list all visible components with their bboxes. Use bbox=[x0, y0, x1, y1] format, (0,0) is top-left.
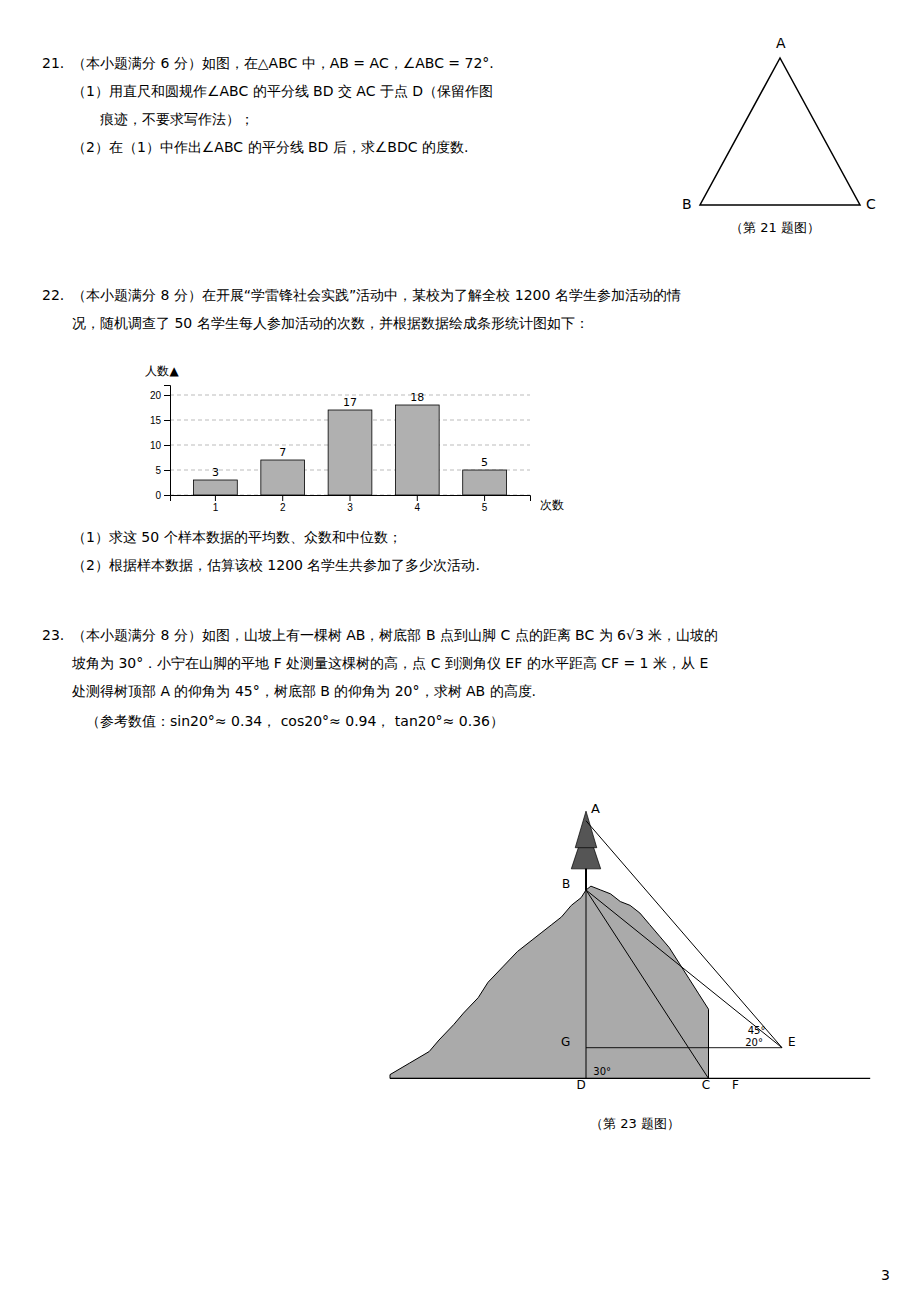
y-tick-mark bbox=[164, 445, 170, 446]
slope-diagram: A B G D C F E 45°20° 30° bbox=[390, 801, 870, 1092]
y-tick: 10 bbox=[150, 440, 170, 451]
x-tick-label: 5 bbox=[482, 502, 488, 513]
diagram-label: C bbox=[702, 1078, 710, 1092]
data-label: 17 bbox=[343, 396, 357, 409]
y-tick: 0 bbox=[155, 490, 170, 501]
page-texts: 21. （本小题满分 6 分）如图，在△ABC 中，AB = AC，∠ABC = … bbox=[42, 35, 890, 1283]
triangle-figure bbox=[700, 58, 860, 205]
diagram-label: 30° bbox=[593, 1066, 611, 1077]
diagram-label: 20° bbox=[745, 1037, 763, 1048]
annotation: （1）用直尺和圆规作∠ABC 的平分线 BD 交 AC 于点 D（保留作图 bbox=[72, 83, 493, 99]
x-axis-title: 次数 bbox=[540, 498, 564, 512]
diagram-label: A bbox=[591, 801, 600, 816]
sight-line bbox=[586, 890, 782, 1048]
sight-line bbox=[586, 821, 782, 1048]
x-tick-mark bbox=[350, 495, 351, 501]
x-tick: 4 bbox=[415, 495, 421, 513]
bar bbox=[194, 480, 238, 495]
bars bbox=[194, 405, 507, 495]
x-tick-mark bbox=[215, 495, 216, 501]
x-tick: 2 bbox=[280, 495, 286, 513]
y-tick-label: 5 bbox=[155, 465, 161, 476]
annotation: （第 23 题图） bbox=[590, 1116, 680, 1131]
annotation: （本小题满分 8 分）如图，山坡上有一棵树 AB，树底部 B 点到山脚 C 点的… bbox=[72, 627, 718, 643]
x-axis: 1 2 3 4 5 bbox=[171, 495, 531, 513]
x-tick: 3 bbox=[347, 495, 353, 513]
grid bbox=[170, 395, 530, 495]
data-label: 3 bbox=[212, 466, 219, 479]
x-tick: 1 bbox=[213, 495, 219, 513]
x-tick-mark bbox=[484, 495, 485, 501]
annotation: （本小题满分 8 分）在开展“学雷锋社会实践”活动中，某校为了解全校 1200 … bbox=[72, 287, 681, 303]
annotation: 痕迹，不要求写作法）； bbox=[100, 111, 254, 127]
x-tick-mark bbox=[282, 495, 283, 501]
bar bbox=[463, 470, 507, 495]
annotation: （本小题满分 6 分）如图，在△ABC 中，AB = AC，∠ABC = 72°… bbox=[72, 55, 494, 71]
y-tick-label: 20 bbox=[150, 390, 162, 401]
annotation: 3 bbox=[881, 1267, 890, 1283]
data-label: 5 bbox=[481, 456, 488, 469]
y-tick: 5 bbox=[155, 465, 170, 476]
x-tick-label: 1 bbox=[213, 502, 219, 513]
annotation: 处测得树顶部 A 的仰角为 45°，树底部 B 的仰角为 20°，求树 AB 的… bbox=[72, 683, 536, 699]
x-tick-label: 2 bbox=[280, 502, 286, 513]
diagram-label: 45° bbox=[748, 1025, 766, 1036]
annotation: B bbox=[682, 196, 692, 212]
annotation: 况，随机调查了 50 名学生每人参加活动的次数，并根据数据绘成条形统计图如下： bbox=[72, 315, 589, 331]
slope-line bbox=[586, 890, 709, 1078]
bar-chart: 1 2 3 4 5 0 5 10 15 20 3 7 17 18 5 人数▲ 次数 bbox=[145, 364, 564, 513]
y-tick-mark bbox=[164, 470, 170, 471]
bar bbox=[395, 405, 439, 495]
annotation: （1）求这 50 个样本数据的平均数、众数和中位数； bbox=[72, 529, 402, 545]
annotation: 22. bbox=[42, 287, 64, 303]
diagram-label: G bbox=[561, 1035, 570, 1049]
x-tick: 5 bbox=[482, 495, 488, 513]
diagram-label: D bbox=[576, 1078, 585, 1092]
bar bbox=[328, 410, 372, 495]
bar bbox=[261, 460, 305, 495]
diagram-label: F bbox=[732, 1078, 739, 1092]
x-tick-label: 4 bbox=[415, 502, 421, 513]
y-tick-label: 10 bbox=[150, 440, 162, 451]
data-label: 18 bbox=[410, 391, 424, 404]
annotation: （2）在（1）中作出∠ABC 的平分线 BD 后，求∠BDC 的度数. bbox=[72, 139, 468, 155]
annotation: 23. bbox=[42, 627, 64, 643]
annotation: A bbox=[776, 35, 786, 51]
annotation: C bbox=[866, 196, 876, 212]
y-axis: 0 5 10 15 20 bbox=[150, 386, 171, 501]
annotation: 坡角为 30°．小宁在山脚的平地 F 处测量这棵树的高，点 C 到测角仪 EF … bbox=[71, 655, 708, 671]
ground-line bbox=[390, 1078, 870, 1079]
diagram-label: E bbox=[788, 1035, 796, 1049]
annotation: （第 21 题图） bbox=[730, 220, 820, 235]
y-tick: 20 bbox=[150, 390, 170, 401]
data-labels: 3 7 17 18 5 bbox=[212, 391, 488, 479]
annotation: 21. bbox=[42, 55, 64, 71]
annotation: （2）根据样本数据，估算该校 1200 名学生共参加了多少次活动. bbox=[72, 557, 480, 573]
annotation: （参考数值：sin20°≈ 0.34， cos20°≈ 0.94， tan20°… bbox=[86, 713, 504, 729]
vertical-line bbox=[586, 890, 587, 1078]
mountain bbox=[390, 886, 709, 1078]
y-axis-line bbox=[164, 386, 171, 496]
y-tick-mark bbox=[164, 395, 170, 396]
y-tick-mark bbox=[164, 495, 170, 496]
page: 21. （本小题满分 6 分）如图，在△ABC 中，AB = AC，∠ABC = … bbox=[0, 0, 919, 1302]
y-tick-label: 0 bbox=[155, 490, 161, 501]
y-tick-mark bbox=[164, 420, 170, 421]
diagram-label: B bbox=[562, 877, 570, 891]
y-tick: 15 bbox=[150, 415, 170, 426]
data-label: 7 bbox=[279, 446, 286, 459]
x-tick-mark bbox=[417, 495, 418, 501]
y-axis-title: 人数▲ bbox=[145, 364, 179, 378]
x-tick-label: 3 bbox=[347, 502, 353, 513]
y-tick-label: 15 bbox=[150, 415, 162, 426]
x-axis-line bbox=[171, 496, 531, 502]
